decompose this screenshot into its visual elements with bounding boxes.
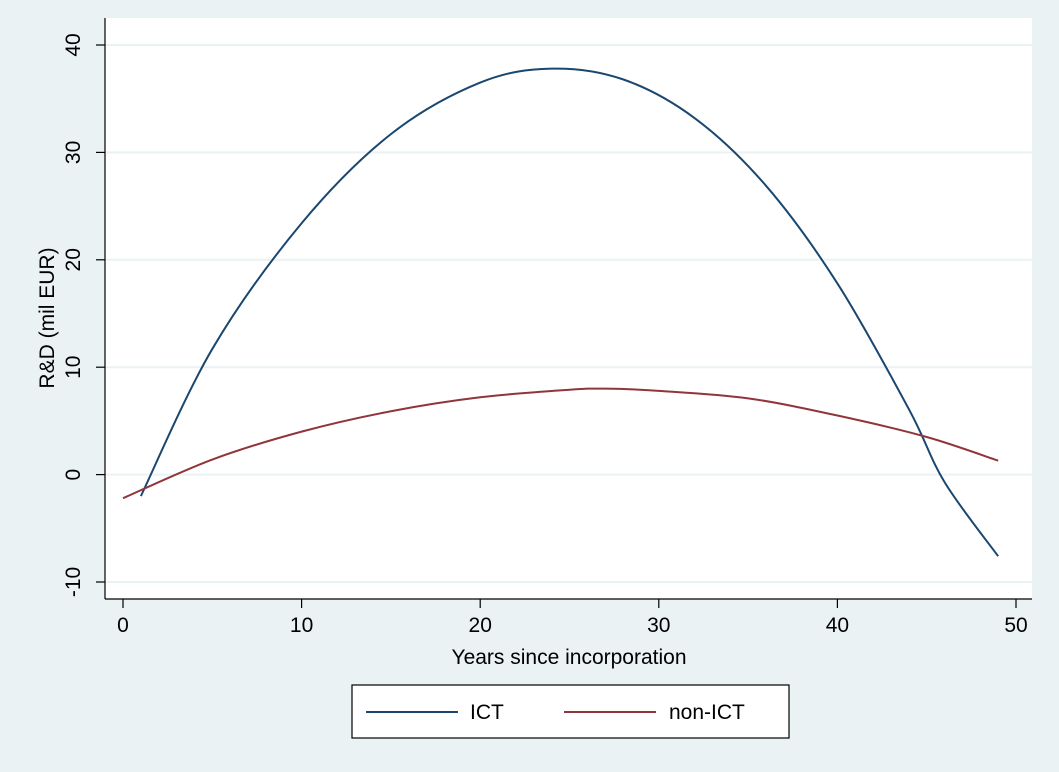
plot-area	[105, 18, 1032, 599]
series-line-non-ict	[122, 387, 999, 500]
y-tick-label: 0	[62, 469, 85, 481]
y-tick-label: 20	[62, 248, 85, 271]
series-lines	[122, 67, 999, 557]
y-axis-title: R&D (mil EUR)	[36, 247, 59, 388]
grid-lines	[105, 44, 1032, 583]
legend: ICT non-ICT	[351, 684, 790, 739]
axes: -10 0 10 20 30 40 0 10 20 30 40 50	[62, 18, 1032, 637]
x-axis-title: Years since incorporation	[451, 646, 686, 669]
x-tick-label: 20	[469, 614, 492, 637]
x-tick-label: 50	[1004, 614, 1027, 637]
y-tick-label: 30	[62, 141, 85, 164]
y-tick-label: -10	[62, 567, 85, 597]
series-line-ict	[139, 67, 999, 557]
x-tick-label: 30	[647, 614, 670, 637]
y-tick-label: 40	[62, 33, 85, 56]
y-tick-label: 10	[62, 356, 85, 379]
legend-label-ict: ICT	[470, 701, 504, 724]
x-tick-label: 40	[826, 614, 849, 637]
legend-label-non-ict: non-ICT	[669, 701, 745, 724]
x-tick-label: 0	[117, 614, 129, 637]
x-tick-label: 10	[290, 614, 313, 637]
